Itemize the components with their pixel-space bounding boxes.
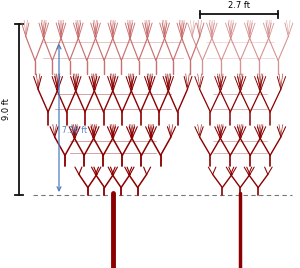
Text: 2.7 ft: 2.7 ft [228,1,250,10]
Text: 7.36 ft: 7.36 ft [62,126,87,135]
Text: 9.0 ft: 9.0 ft [2,99,11,121]
